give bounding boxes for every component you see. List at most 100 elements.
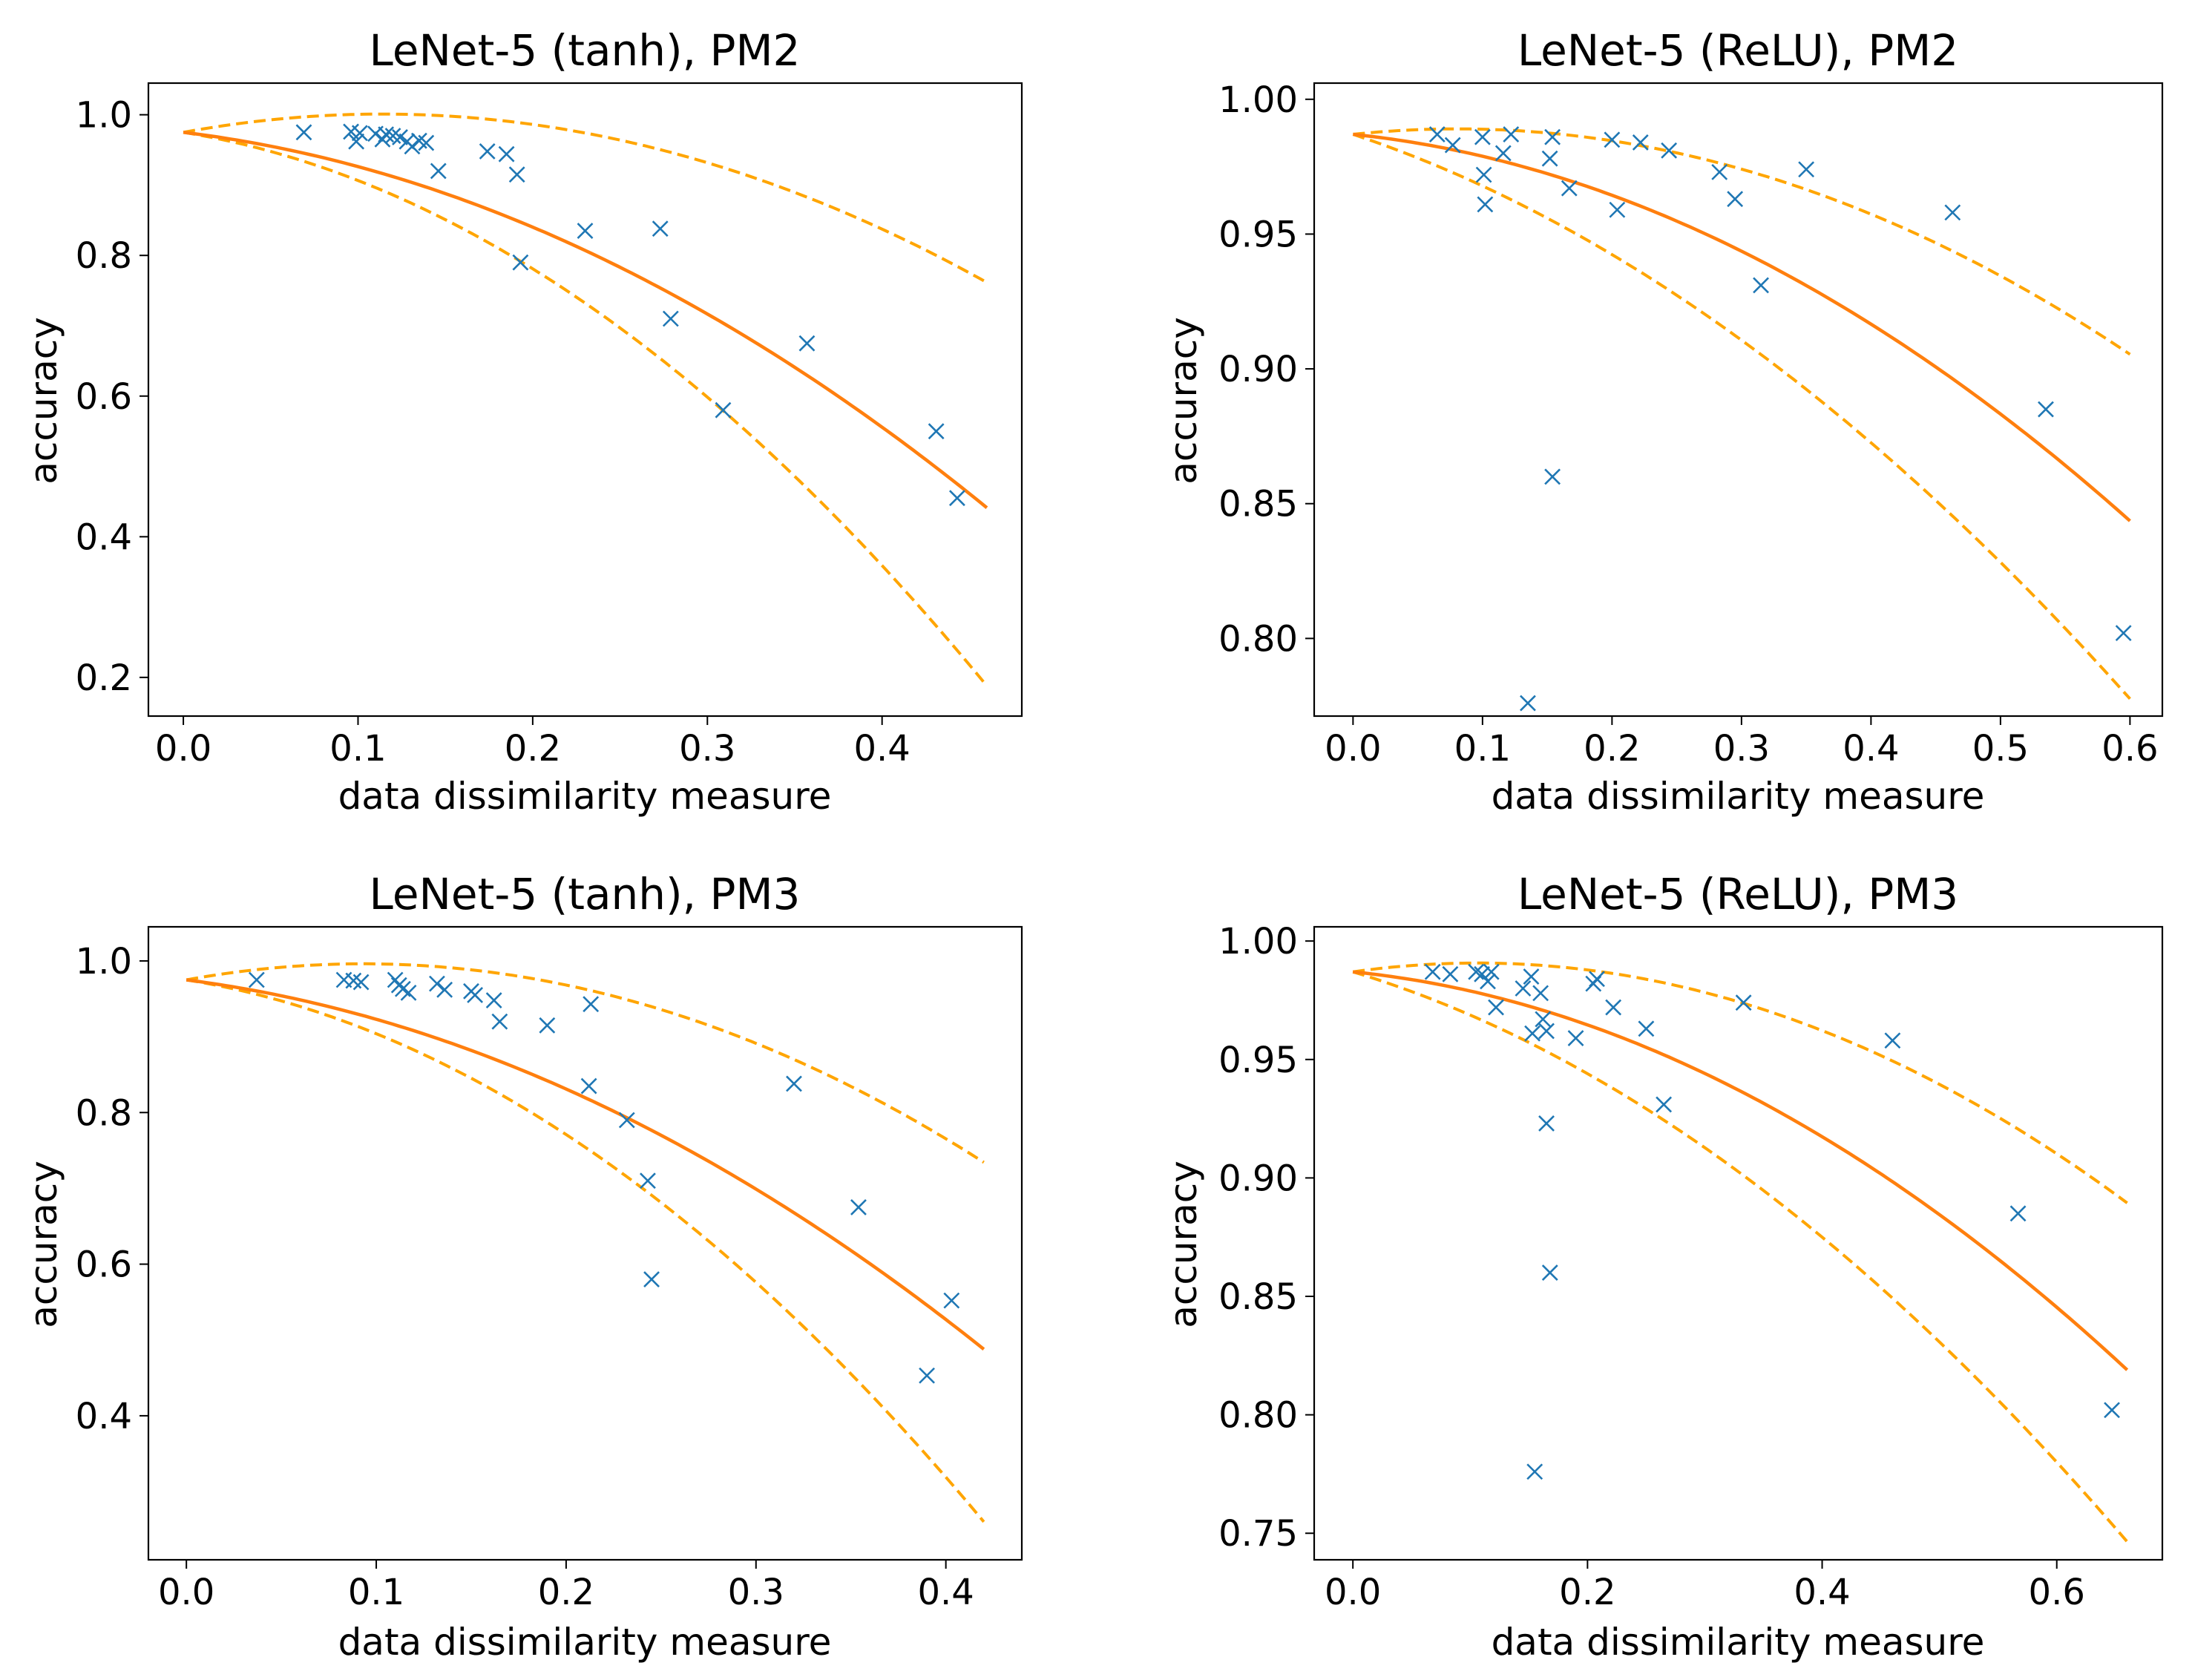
x-tick-label: 0.3 (1713, 728, 1770, 770)
y-tick-label: 0.95 (1218, 214, 1298, 255)
fit-curve (183, 131, 988, 509)
data-point (577, 223, 594, 239)
x-tick-label: 0.0 (1325, 728, 1381, 770)
data-point (498, 145, 515, 163)
subplot-tanh-pm2: LeNet-5 (tanh), PM2 data dissimilarity m… (22, 25, 1023, 818)
data-point (1442, 965, 1459, 982)
y-tick-label: 0.8 (76, 235, 132, 277)
x-tick-label: 0.4 (917, 1572, 974, 1613)
data-point (508, 166, 525, 183)
x-tick-label: 0.5 (1972, 728, 2029, 770)
data-point (1488, 999, 1504, 1016)
x-tick-label: 0.3 (728, 1572, 784, 1613)
data-point (1711, 163, 1728, 180)
y-tick-label: 0.85 (1218, 484, 1298, 525)
x-tick-label: 0.6 (2029, 1572, 2085, 1613)
data-point (1468, 963, 1485, 980)
x-tick-label: 0.6 (2102, 728, 2158, 770)
x-tick-label: 0.0 (1325, 1572, 1381, 1613)
data-point (429, 975, 445, 992)
x-tick-label: 0.4 (854, 728, 911, 770)
data-point (1541, 150, 1558, 167)
lower-bound-curve (1352, 133, 2131, 700)
data-point (715, 401, 732, 419)
data-point (1475, 166, 1492, 183)
data-point (1632, 134, 1649, 151)
data-point (1428, 126, 1446, 142)
x-axis-label: data dissimilarity measure (338, 775, 832, 818)
data-point (1656, 1096, 1673, 1113)
series-group (186, 962, 985, 1523)
y-tick-label: 0.2 (76, 657, 132, 699)
data-point (1944, 204, 1961, 221)
data-point (1753, 277, 1769, 294)
data-point (491, 1013, 508, 1030)
y-axis-label: accuracy (22, 1161, 65, 1328)
data-point (948, 490, 965, 507)
data-point (1535, 1011, 1552, 1028)
data-point (1424, 963, 1441, 980)
x-tick-label: 0.4 (1843, 728, 1899, 770)
data-point (1567, 1030, 1584, 1046)
x-tick-label: 0.1 (1454, 728, 1511, 770)
data-point (2115, 625, 2132, 642)
data-point (1727, 191, 1744, 208)
chart-title: LeNet-5 (tanh), PM2 (370, 25, 801, 76)
data-point (436, 981, 453, 998)
y-tick-label: 0.75 (1218, 1513, 1298, 1555)
subplot-relu-pm3: LeNet-5 (ReLU), PM3 data dissimilarity m… (1162, 869, 2164, 1664)
data-point (1541, 1264, 1558, 1282)
fit-curve (186, 978, 985, 1351)
y-axis-label: accuracy (1162, 317, 1205, 485)
x-tick-label: 0.0 (158, 1572, 214, 1613)
subplot-relu-pm2: LeNet-5 (ReLU), PM2 data dissimilarity m… (1162, 25, 2164, 818)
data-point (1444, 137, 1461, 154)
x-axis-label: data dissimilarity measure (1492, 775, 1985, 818)
x-tick-label: 0.3 (679, 728, 735, 770)
y-axis-label: accuracy (1162, 1161, 1205, 1328)
data-point (1477, 196, 1494, 213)
data-point (1524, 1025, 1541, 1042)
data-point (1483, 963, 1500, 980)
data-point (1735, 994, 1752, 1011)
y-tick-label: 1.0 (76, 95, 132, 137)
y-tick-label: 0.6 (76, 376, 132, 418)
data-point (1604, 131, 1621, 148)
series-group (183, 112, 988, 687)
data-point (1474, 128, 1491, 145)
data-point (1605, 999, 1622, 1016)
chart-title: LeNet-5 (ReLU), PM3 (1518, 869, 1958, 919)
upper-bound-curve (1353, 127, 2131, 356)
data-point (384, 128, 401, 145)
data-point (798, 335, 816, 352)
y-tick-label: 0.6 (76, 1244, 132, 1286)
data-point (786, 1075, 802, 1092)
data-point (352, 974, 370, 991)
y-tick-label: 0.85 (1218, 1276, 1298, 1318)
axes-frame (1313, 925, 2164, 1561)
data-point (248, 971, 265, 988)
data-point (1526, 1463, 1543, 1480)
data-point (1523, 968, 1540, 985)
data-point (1609, 201, 1626, 218)
data-point (1798, 161, 1815, 178)
y-tick-label: 0.80 (1218, 1395, 1298, 1437)
y-tick-label: 0.90 (1218, 1158, 1298, 1199)
x-tick-label: 0.2 (538, 1572, 594, 1613)
data-point (583, 996, 600, 1013)
upper-bound-curve (183, 112, 988, 284)
y-tick-label: 0.4 (76, 1396, 132, 1437)
lower-bound-curve (186, 978, 985, 1523)
y-tick-label: 0.8 (76, 1092, 132, 1134)
y-tick-label: 0.95 (1218, 1040, 1298, 1081)
data-point (378, 126, 395, 143)
subplot-tanh-pm3: LeNet-5 (tanh), PM3 data dissimilarity m… (22, 869, 1023, 1664)
data-point (374, 131, 391, 148)
lower-bound-curve (1352, 970, 2129, 1543)
data-point (400, 984, 417, 1001)
x-tick-label: 0.2 (1559, 1572, 1615, 1613)
data-point (2104, 1402, 2120, 1419)
y-tick-label: 1.0 (76, 941, 132, 982)
data-point (512, 254, 529, 271)
y-tick-label: 0.4 (76, 516, 132, 558)
